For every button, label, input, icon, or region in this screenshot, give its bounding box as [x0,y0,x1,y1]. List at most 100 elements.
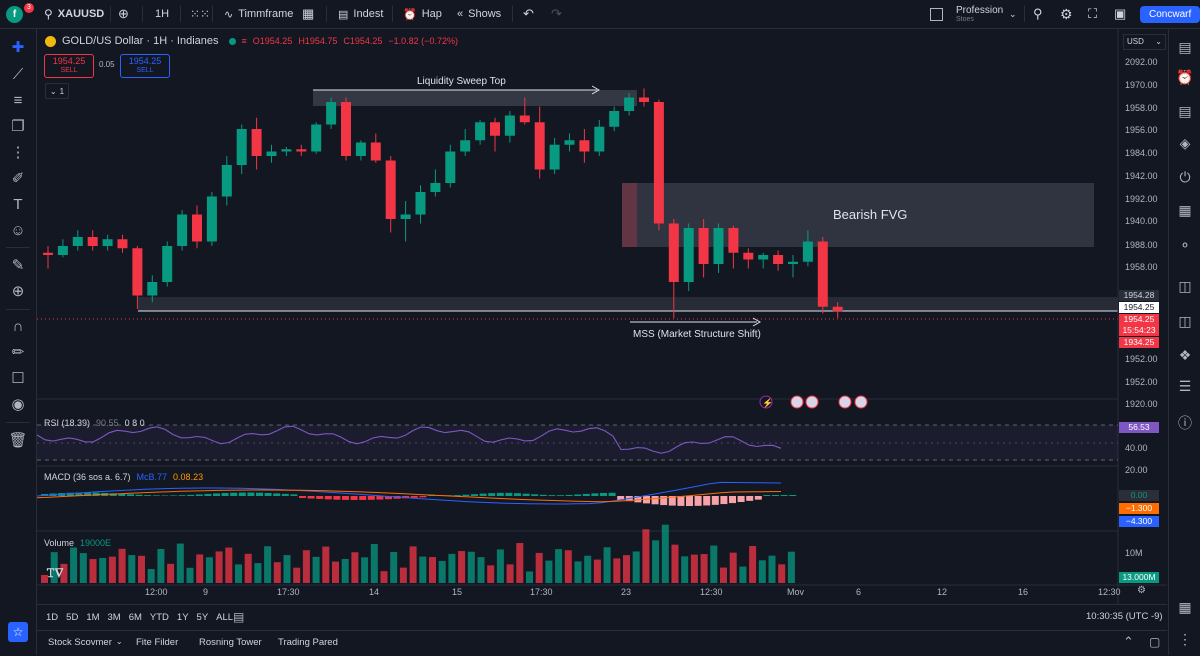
axis-settings-icon[interactable]: ⚙ [1137,585,1146,596]
pattern-icon[interactable]: ❐ [11,118,25,135]
layers-icon[interactable]: ◈ [1179,134,1191,151]
object-tree-icon[interactable]: ▦ [1178,598,1192,615]
broadcast-icon[interactable]: ❖ [1178,346,1192,363]
buy-button[interactable]: 1954.25 SELL [120,54,170,78]
lock-icon[interactable]: ☐ [11,370,25,387]
legend-high: H1954.75 [298,36,338,46]
stack-icon[interactable]: ☰ [1178,377,1192,394]
volume-bar [652,540,660,583]
layout-button[interactable]: ▦ [302,0,314,28]
alert-button[interactable]: ⏰ Hap [403,0,442,28]
app-logo[interactable]: f 3 [6,0,34,28]
connect-button[interactable]: Concwarf [1140,0,1200,28]
volume-bar [312,556,320,583]
undo-button[interactable]: ↶ [523,0,534,28]
magnet-icon[interactable]: ∩ [12,317,24,335]
macd-bar [720,496,728,505]
fib-icon[interactable]: ≡ [13,91,23,109]
volume-bar [322,546,330,583]
range-button-1d[interactable]: 1D [46,612,59,623]
event-flag-us-icon[interactable] [854,395,868,409]
macd-bar [410,496,418,498]
macd-label[interactable]: MACD (36 sos a. 6.7) [44,472,131,482]
macd-bar [746,496,754,501]
messages-icon[interactable]: ◫ [1178,312,1192,329]
candle-body [147,282,158,296]
range-button-all[interactable]: ALL [216,612,234,623]
event-flag-us-icon[interactable] [790,395,804,409]
news-icon[interactable]: ▤ [1178,102,1192,119]
macd-level: 20.00 [1125,465,1148,475]
trendline-icon[interactable]: ⟋ [12,65,24,83]
volume-bar [787,551,795,583]
volume-legend: Volume 19000E [44,538,111,548]
range-button-5d[interactable]: 5D [66,612,79,623]
symbol-search[interactable]: ⚲ XAUUSD [44,0,104,28]
tab-trading-panel[interactable]: Trading Pared [278,637,338,648]
timeframe-button[interactable]: ∿ Timmframe [224,0,293,28]
price-axis-label: 1988.00 [1125,240,1158,250]
calendar-icon[interactable]: ▦ [1178,201,1192,218]
maximize-panel-icon[interactable]: ▢ [1149,635,1161,649]
tab-stock-screener[interactable]: Stock Scovmer ⌄ [48,637,123,648]
clock-timezone[interactable]: 10:30:35 (UTC -9) [1086,611,1163,622]
projection-icon[interactable]: ⋮ [10,144,26,161]
legend-title[interactable]: GOLD/US Dollar · 1H · Indianes [62,35,219,47]
event-flag-us-icon[interactable] [805,395,819,409]
event-lightning-icon[interactable] [759,395,773,409]
range-button-5y[interactable]: 5Y [196,612,209,623]
sell-button[interactable]: 1954.25 SELL [44,54,94,78]
redo-button[interactable]: ↷ [551,0,562,28]
profile-dropdown[interactable]: ⌄ [1009,0,1017,28]
fullscreen-button[interactable]: ⛶ [1088,0,1097,28]
brush-icon[interactable]: ✐ [11,170,25,187]
range-button-6m[interactable]: 6M [128,612,142,623]
eye-icon[interactable]: ◉ [11,396,25,413]
time-axis-label: 17:30 [277,587,300,597]
screenshot-button[interactable]: ▣ [1114,0,1126,28]
collapse-legend-button[interactable]: ⌄ 1 [45,83,69,99]
chart-area[interactable]: Liquidity Sweep Top Bearish FVG MSS (Mar… [37,29,1167,604]
compare-button[interactable]: ⊕ [118,0,129,28]
zoom-button[interactable]: ⚲ [1033,0,1043,28]
power-icon[interactable]: ⏻ [1179,168,1191,185]
range-button-ytd[interactable]: YTD [149,612,169,623]
alerts-clock-icon[interactable]: ⏰ [1176,68,1194,85]
range-button-1m[interactable]: 1M [86,612,100,623]
candle-body [534,122,545,170]
volume-bar [593,559,601,583]
ideas-bulb-icon[interactable]: ⚬ [1179,236,1191,253]
trash-icon[interactable]: 🗑 [8,432,28,449]
tab-rosning-tower[interactable]: Rosning Tower [199,637,262,648]
emoji-icon[interactable]: ☺ [10,221,26,239]
chat-icon[interactable]: ◫ [1178,277,1192,294]
event-flag-us-icon[interactable] [838,395,852,409]
currency-selector[interactable]: USD ⌄ [1123,34,1166,50]
favorites-star-icon[interactable]: ☆ [8,622,28,642]
chart-type-button[interactable]: ⁙⁙ [190,0,210,28]
watchlist-icon[interactable]: ▤ [1178,38,1192,55]
profile-name: Profession [956,4,1004,16]
fullscreen-checkbox[interactable] [930,0,943,28]
text-icon[interactable]: T [13,195,23,213]
rsi-label[interactable]: RSI (18.39) [44,418,91,428]
ruler-icon[interactable]: ✎ [11,257,25,274]
range-button-3m[interactable]: 3M [107,612,121,623]
volume-label[interactable]: Volume [44,538,75,548]
macd-bar [230,492,238,496]
indicators-button[interactable]: ▤ Indest [338,0,383,28]
pencil-lock-icon[interactable]: ✏ [11,344,25,361]
macd-bar [660,496,668,506]
crosshair-icon[interactable]: ✚ [11,39,25,56]
range-button-1y[interactable]: 1Y [176,612,189,623]
profile-selector[interactable]: Profession Stoes [956,0,1003,28]
help-icon[interactable]: ⓘ [1178,415,1192,431]
goto-date-calendar-icon[interactable]: ▤ [233,610,245,624]
more-icon[interactable]: ⋮ [1178,630,1192,647]
replay-button[interactable]: « Shows [457,0,501,28]
chevron-up-icon[interactable]: ⌃ [1123,634,1134,649]
tab-file-filter[interactable]: Fite Filder [136,637,179,648]
settings-button[interactable]: ⚙ [1060,0,1073,28]
interval-button[interactable]: 1H [155,0,169,28]
zoom-in-icon[interactable]: ⊕ [11,283,25,300]
